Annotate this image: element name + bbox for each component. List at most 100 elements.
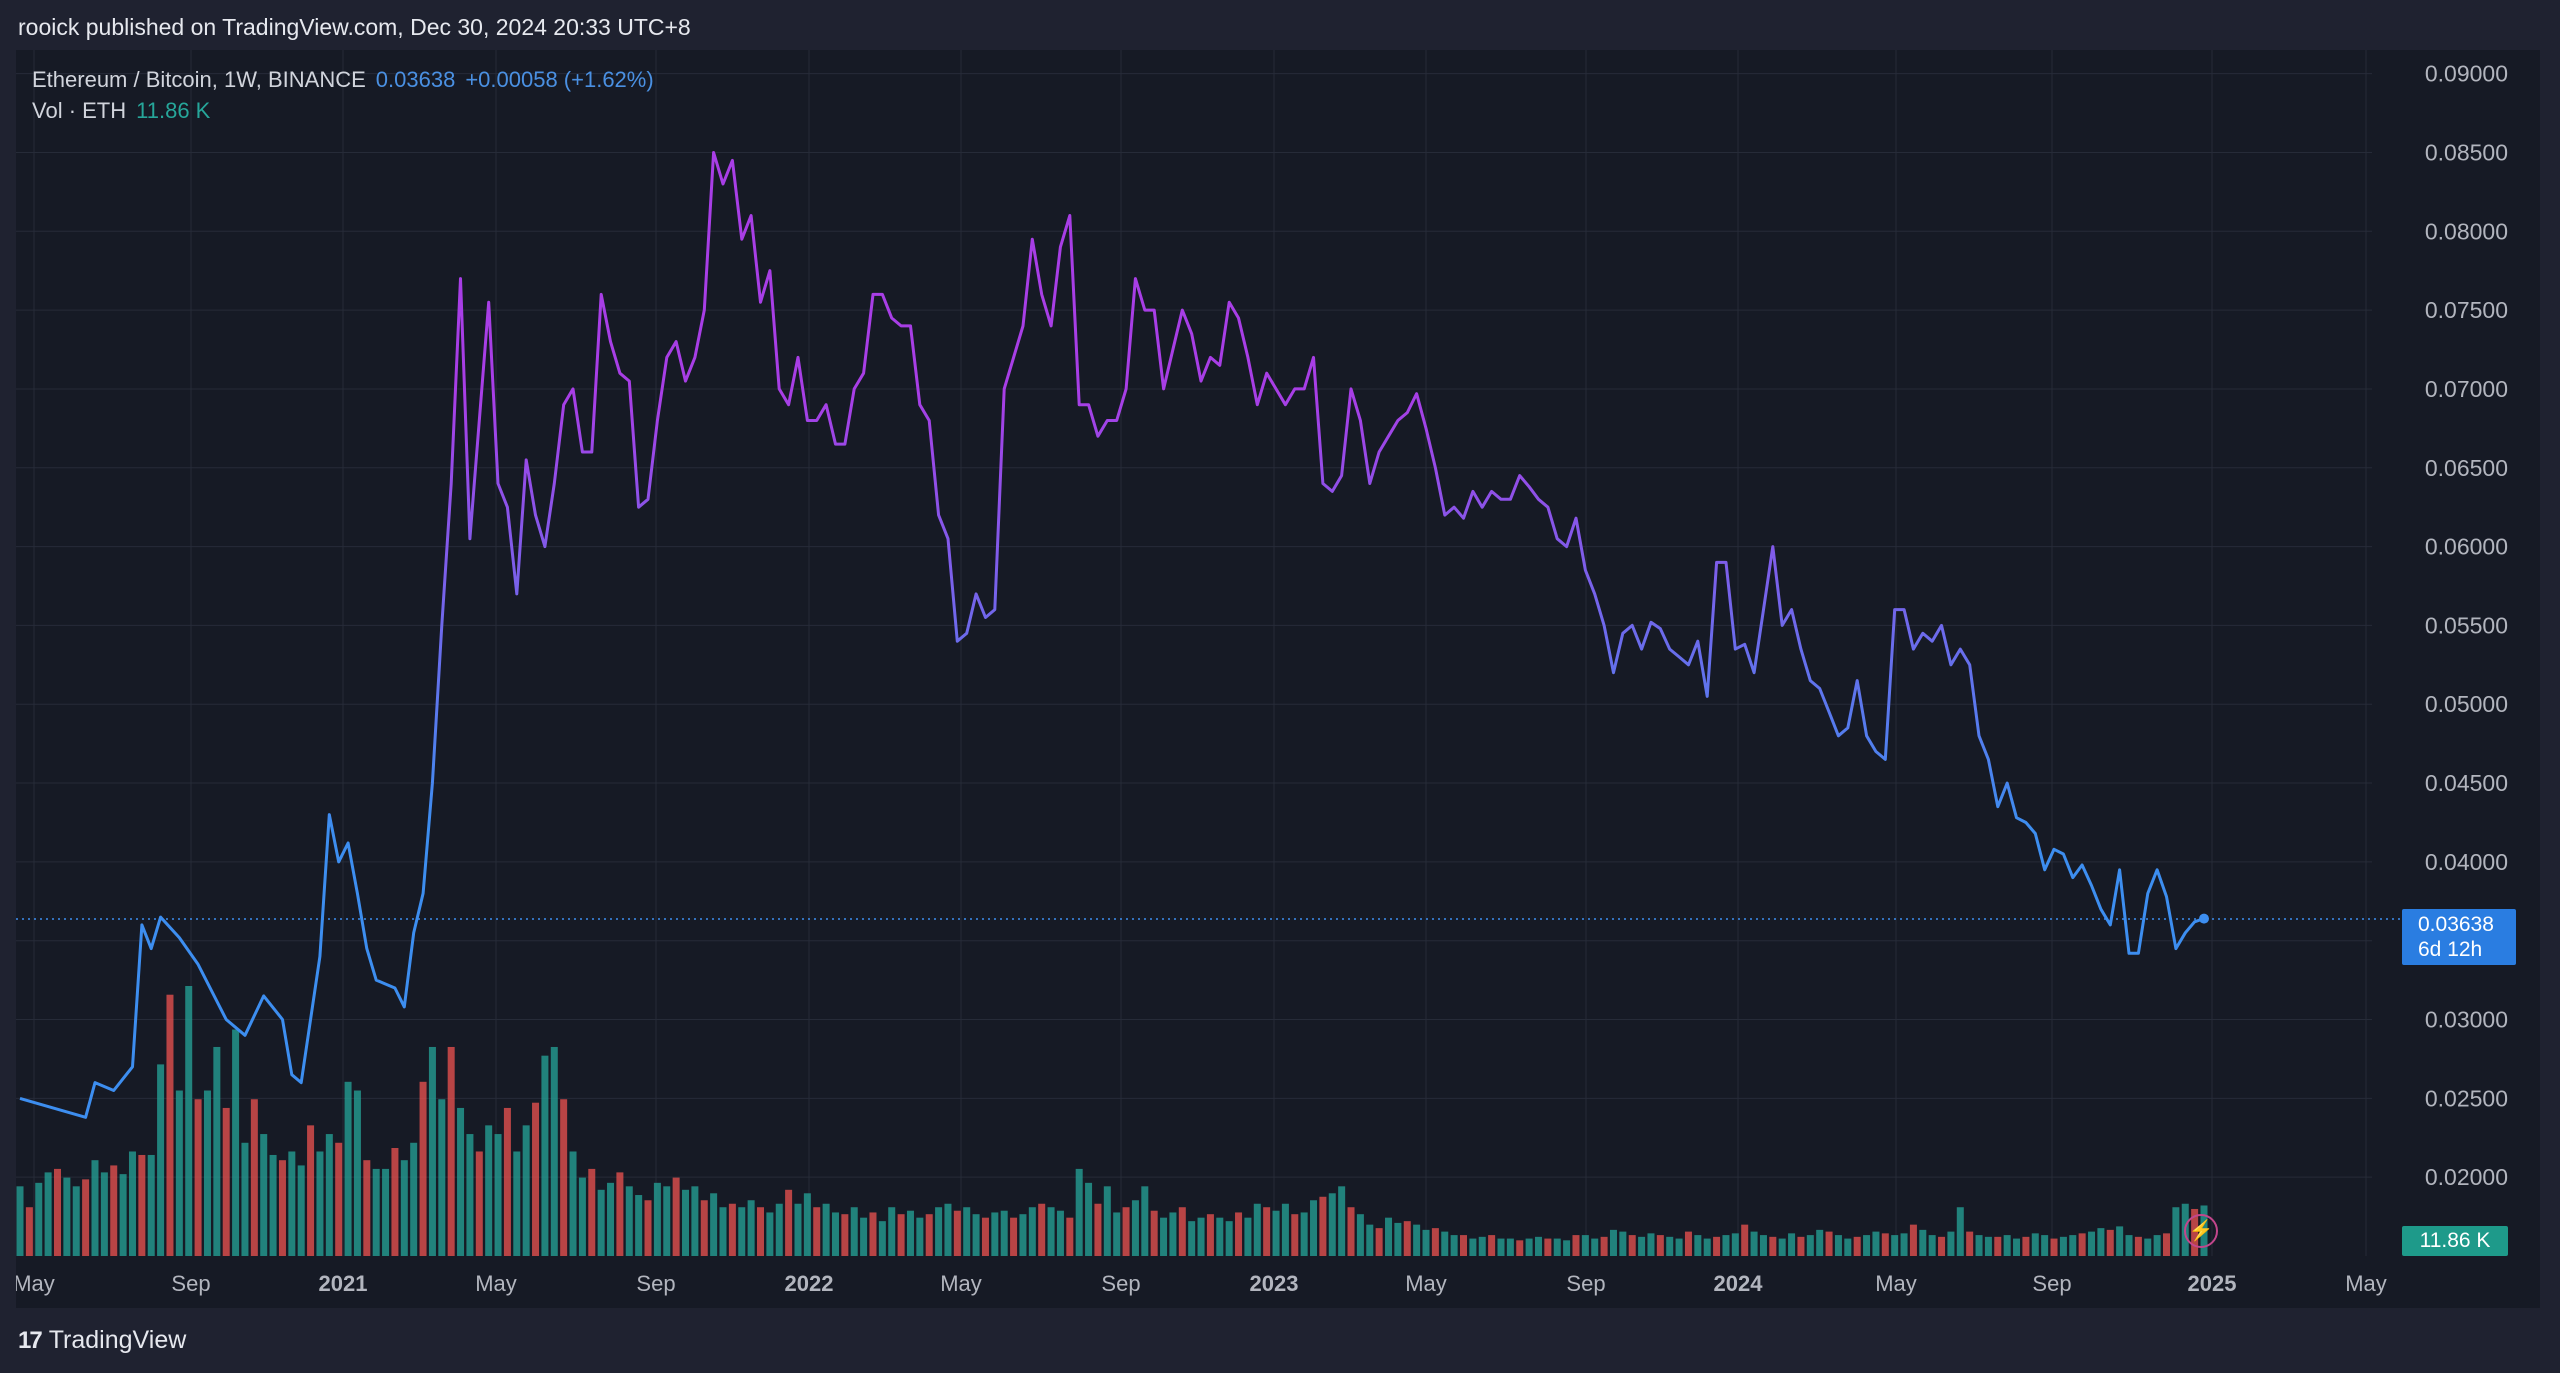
volume-bar: [1413, 1224, 1421, 1256]
volume-bar: [503, 1107, 511, 1256]
volume-bar: [1450, 1235, 1458, 1256]
volume-bar: [906, 1210, 914, 1256]
volume-bar: [1394, 1222, 1402, 1256]
volume-bar: [775, 1203, 783, 1256]
volume-bar: [803, 1193, 811, 1256]
y-tick-label: 0.04000: [2425, 849, 2508, 875]
footer-brand[interactable]: 17 TradingView: [18, 1326, 186, 1355]
x-tick-label: 2023: [1250, 1271, 1299, 1296]
volume-bar: [2116, 1226, 2124, 1256]
legend-symbol[interactable]: Ethereum / Bitcoin, 1W, BINANCE: [32, 67, 366, 92]
volume-bar: [2041, 1235, 2049, 1256]
price-chart[interactable]: 0.09000 0.08500 0.08000 0.07500 0.07000 0.065…: [16, 50, 2540, 1308]
volume-bar: [1956, 1207, 1964, 1256]
volume-bar: [1656, 1235, 1664, 1256]
volume-bar: [475, 1151, 483, 1256]
volume-bar: [175, 1090, 183, 1256]
volume-bar: [1478, 1236, 1486, 1256]
volume-bar: [888, 1207, 896, 1256]
volume-bar: [822, 1203, 830, 1256]
volume-bar: [1853, 1236, 1861, 1256]
volume-bar: [1422, 1229, 1430, 1256]
volume-bar: [1038, 1203, 1046, 1256]
volume-bar: [494, 1134, 502, 1256]
volume-bar: [72, 1186, 80, 1256]
last-price-value: 0.03638: [2418, 913, 2494, 936]
volume-bar: [1881, 1233, 1889, 1256]
volume-bar: [1516, 1240, 1524, 1256]
volume-bar: [250, 1099, 258, 1256]
legend-volume-row: Vol · ETH 11.86 K: [32, 95, 654, 126]
volume-bar: [1338, 1186, 1346, 1256]
volume-bar: [1966, 1231, 1974, 1256]
volume-bar: [850, 1207, 858, 1256]
volume-bar: [1403, 1221, 1411, 1256]
volume-bar: [2078, 1233, 2086, 1256]
volume-bar: [1816, 1229, 1824, 1256]
volume-bar: [1694, 1235, 1702, 1256]
volume-bar: [747, 1200, 755, 1256]
bar-countdown: 6d 12h: [2418, 938, 2483, 961]
volume-bar: [400, 1160, 408, 1256]
y-tick-label: 0.06500: [2425, 455, 2508, 481]
volume-bar: [1563, 1240, 1571, 1256]
y-tick-label: 0.03000: [2425, 1007, 2508, 1033]
volume-bar: [691, 1186, 699, 1256]
volume-bar: [981, 1217, 989, 1256]
volume-bar: [2163, 1233, 2171, 1256]
volume-bar: [241, 1142, 249, 1256]
volume-bar: [1019, 1214, 1027, 1256]
volume-bar: [1994, 1236, 2002, 1256]
volume-bar: [1797, 1236, 1805, 1256]
volume-bar: [2172, 1207, 2180, 1256]
volume-bar: [1722, 1235, 1730, 1256]
volume-bar: [1094, 1203, 1102, 1256]
volume-bar: [897, 1214, 905, 1256]
volume-bar: [663, 1186, 671, 1256]
last-price-tag: 0.03638 6d 12h: [2402, 909, 2516, 965]
chart-area[interactable]: 0.09000 0.08500 0.08000 0.07500 0.07000 0.065…: [16, 50, 2540, 1308]
legend-change: +0.00058 (+1.62%): [465, 67, 654, 92]
volume-bar: [1984, 1236, 1992, 1256]
volume-bar: [1460, 1235, 1468, 1256]
volume-bar: [335, 1142, 343, 1256]
volume-bar: [1356, 1214, 1364, 1256]
volume-bar: [1300, 1212, 1308, 1256]
volume-bar: [1947, 1231, 1955, 1256]
volume-bar: [1975, 1235, 1983, 1256]
volume-bar: [1010, 1217, 1018, 1256]
volume-bar: [2125, 1235, 2133, 1256]
x-tick-label: May: [940, 1271, 982, 1296]
volume-bar: [2059, 1236, 2067, 1256]
volume-bar: [719, 1207, 727, 1256]
volume-bar: [916, 1217, 924, 1256]
volume-bar: [1619, 1231, 1627, 1256]
volume-bar: [1750, 1231, 1758, 1256]
volume-bar: [1056, 1210, 1064, 1256]
volume-bar: [91, 1160, 99, 1256]
volume-bar: [569, 1151, 577, 1256]
x-tick-label: Sep: [636, 1271, 675, 1296]
brand-name: TradingView: [48, 1326, 187, 1354]
volume-bar: [1253, 1203, 1261, 1256]
volume-bar: [963, 1207, 971, 1256]
lightning-icon[interactable]: ⚡: [2184, 1214, 2218, 1248]
volume-bar: [1788, 1233, 1796, 1256]
volume-bar: [1919, 1229, 1927, 1256]
volume-bar: [1731, 1233, 1739, 1256]
legend-volume-label[interactable]: Vol · ETH: [32, 98, 127, 123]
volume-bar: [1834, 1235, 1842, 1256]
volume-bar: [738, 1207, 746, 1256]
volume-bar: [353, 1090, 361, 1256]
volume-bar: [419, 1081, 427, 1256]
volume-bar: [269, 1154, 277, 1256]
volume-bar: [2003, 1235, 2011, 1256]
volume-bar: [1103, 1186, 1111, 1256]
volume-bar: [194, 1099, 202, 1256]
y-tick-label: 0.09000: [2425, 61, 2508, 87]
volume-bar: [1141, 1186, 1149, 1256]
volume-bar: [278, 1160, 286, 1256]
volume-bar: [1291, 1214, 1299, 1256]
volume-bar: [588, 1168, 596, 1256]
volume-bar: [1225, 1221, 1233, 1256]
